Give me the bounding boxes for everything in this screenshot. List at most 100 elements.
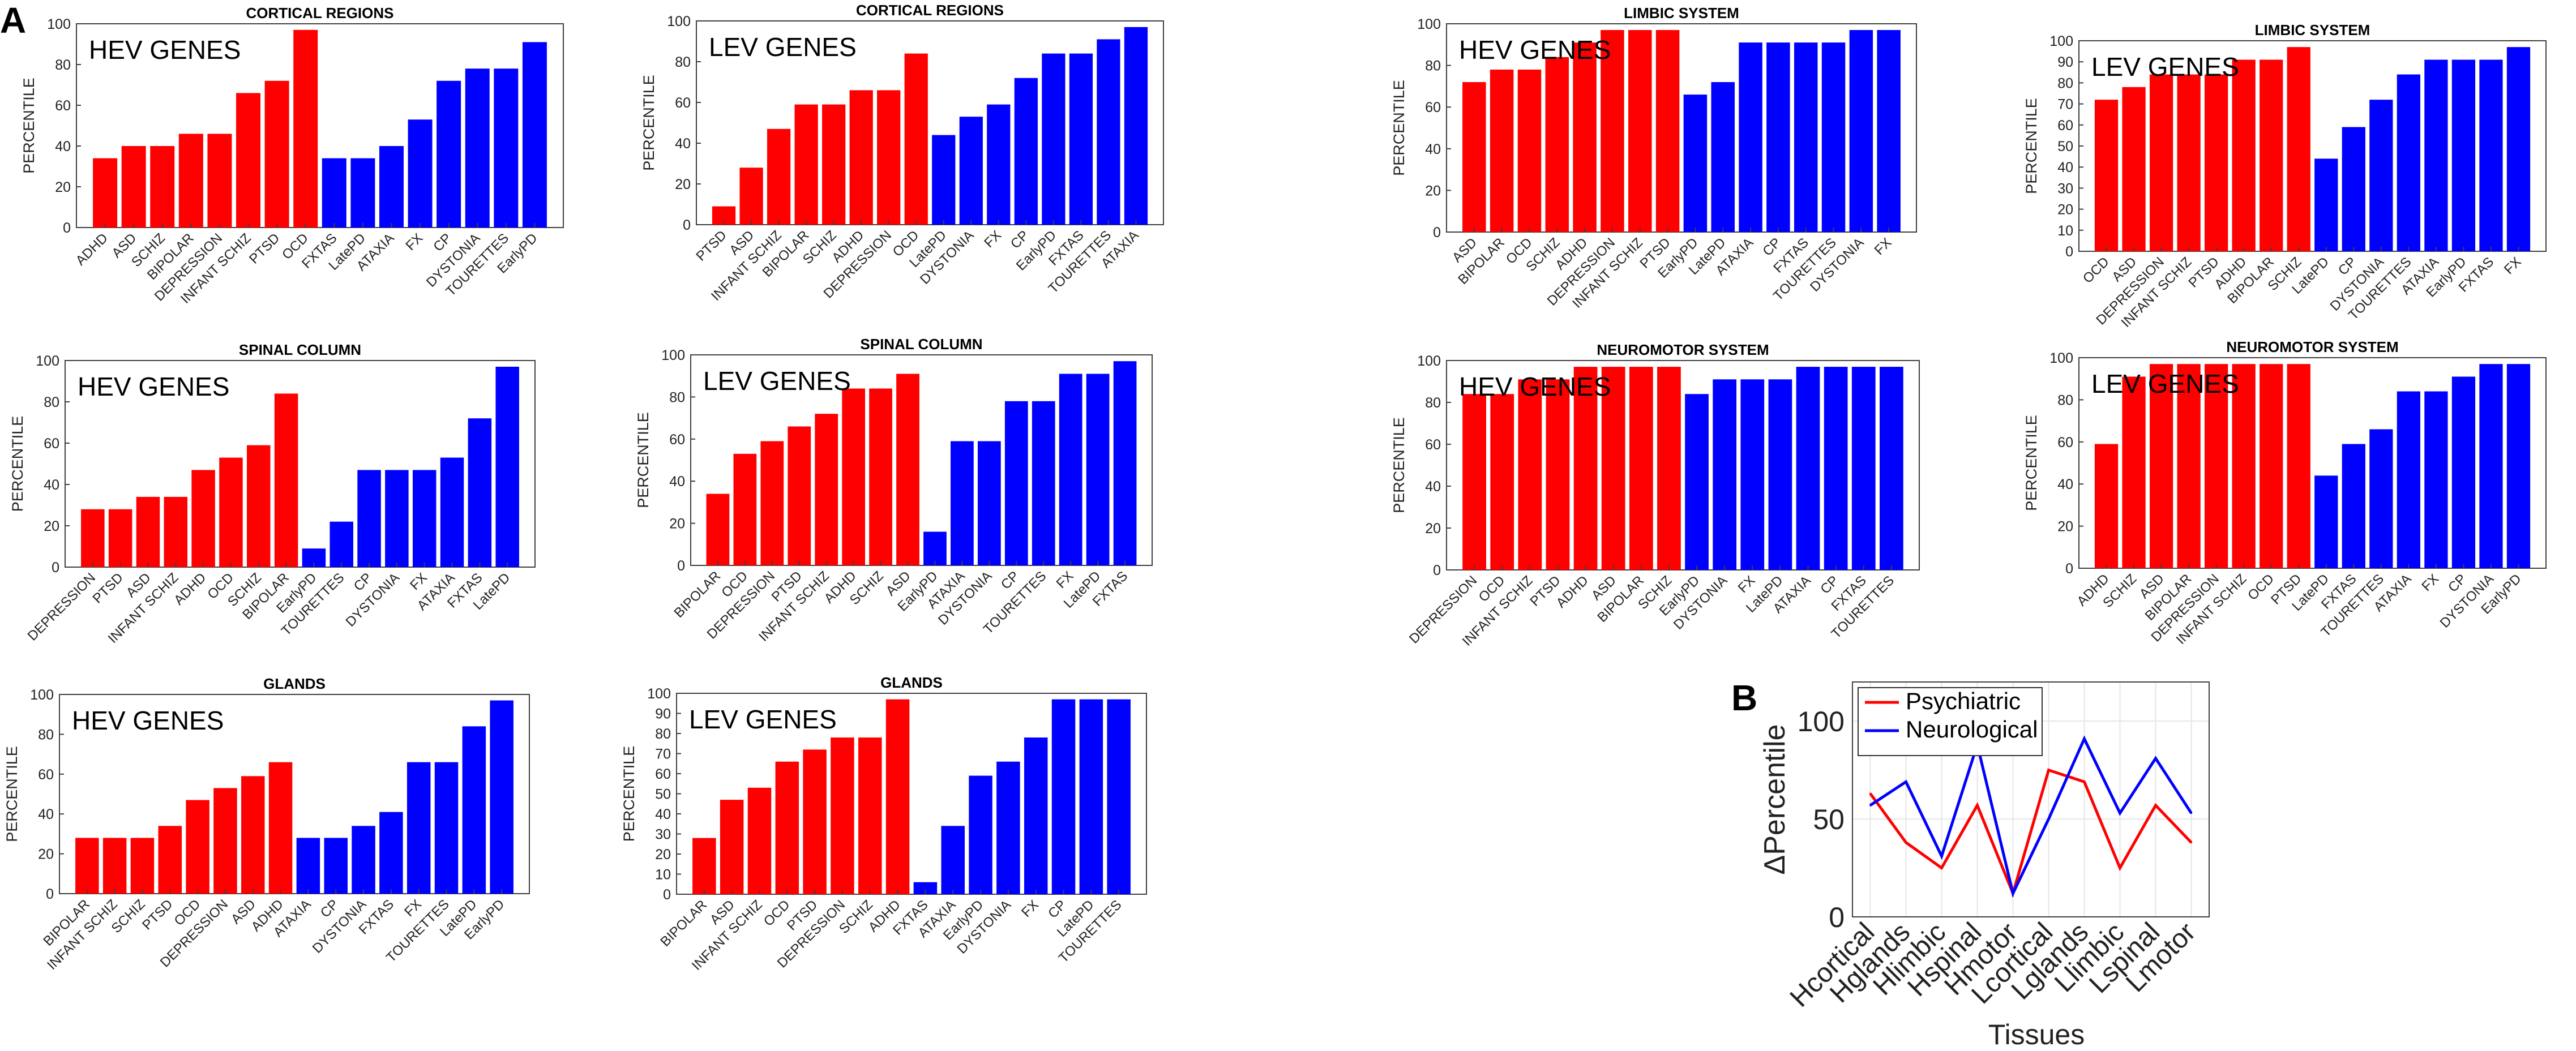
bar-psychiatric	[207, 134, 232, 228]
panel-a-label: A	[0, 0, 26, 41]
y-tick-label: 0	[677, 558, 685, 574]
series-line-psychiatric	[1869, 768, 2193, 898]
y-axis-label: PERCENTILE	[3, 746, 20, 842]
y-tick-label: 100	[1417, 353, 1441, 369]
bar-psychiatric	[213, 788, 237, 894]
y-tick-label: 60	[669, 432, 685, 448]
bar-chart-7: NEUROMOTOR SYSTEM020406080100PERCENTILEA…	[2023, 338, 2547, 647]
bar-psychiatric	[2094, 100, 2119, 251]
bar-neurological	[322, 158, 346, 228]
bar-neurological	[1124, 27, 1148, 225]
bar-psychiatric	[130, 838, 155, 894]
x-tick-label: FX	[1019, 897, 1042, 920]
bar-neurological	[1014, 78, 1038, 225]
bar-psychiatric	[831, 737, 854, 894]
bar-neurological	[2479, 364, 2503, 568]
bar-psychiatric	[858, 737, 882, 894]
data-point	[1869, 792, 1871, 795]
y-tick-label: 20	[38, 847, 54, 863]
x-axis-label: Tissues	[1988, 1019, 2085, 1050]
data-point	[2119, 812, 2121, 814]
bar-psychiatric	[1490, 69, 1514, 233]
bar-psychiatric	[1601, 30, 1624, 232]
bar-psychiatric	[747, 787, 772, 894]
y-tick-label: 0	[1433, 563, 1441, 578]
legend-label: Neurological	[1906, 716, 2038, 743]
bar-psychiatric	[1545, 57, 1569, 232]
y-tick-label: 0	[63, 220, 71, 236]
y-tick-label: 20	[2057, 519, 2073, 535]
y-tick-label: 80	[655, 726, 671, 742]
y-tick-label: 20	[655, 847, 671, 863]
bar-neurological	[2314, 158, 2338, 251]
y-tick-label: 40	[675, 136, 691, 152]
gene-set-annotation: LEV GENES	[2091, 369, 2239, 398]
bar-chart-1: CORTICAL REGIONS 0 20 40 60 80 100 PERCENTILE PT…	[640, 2, 1164, 304]
bar-psychiatric	[815, 414, 838, 565]
bar-psychiatric	[2149, 364, 2173, 568]
bar-neurological	[406, 762, 431, 894]
bar-neurological	[2424, 59, 2448, 251]
bar-psychiatric	[1628, 30, 1652, 232]
y-tick-label: 40	[55, 139, 71, 155]
bar-neurological	[330, 521, 353, 567]
bar-psychiatric	[164, 496, 188, 567]
y-tick-label: 60	[675, 95, 691, 111]
bar-psychiatric	[1518, 379, 1542, 570]
bar-psychiatric	[186, 800, 209, 894]
x-tick-label: PTSD	[90, 570, 126, 606]
bar-neurological	[2424, 391, 2448, 568]
bar-neurological	[1107, 699, 1131, 894]
data-point	[2012, 893, 2014, 894]
x-tick-label: FX	[2501, 254, 2524, 277]
bar-neurological	[1042, 53, 1066, 225]
bar-neurological	[385, 470, 409, 567]
y-tick-label: 0	[1829, 902, 1845, 933]
legend-label: Psychiatric	[1906, 688, 2021, 714]
bar-chart-9: GLANDS 0 10 20 30 40 50 60 70 80 90 100 PERCENTILE BI…	[621, 674, 1147, 973]
bar-psychiatric	[1573, 42, 1597, 233]
x-tick-label: FX	[981, 228, 1004, 251]
y-tick-label: 40	[655, 807, 671, 822]
bar-neurological	[379, 812, 403, 894]
plot-frame	[1446, 360, 1920, 570]
bar-neurological	[1097, 39, 1120, 225]
y-axis-label: PERCENTILE	[1390, 80, 1407, 176]
y-tick-label: 100	[661, 348, 685, 363]
y-tick-label: 0	[46, 886, 54, 902]
y-tick-label: 40	[44, 477, 59, 493]
x-tick-label: OCD	[2080, 254, 2112, 286]
bar-neurological	[324, 838, 348, 894]
bar-neurological	[462, 726, 486, 894]
x-tick-label: BIPOLAR	[671, 568, 724, 621]
bar-neurological	[1685, 394, 1709, 570]
y-tick-label: 100	[1798, 706, 1845, 737]
x-tick-label: ADHD	[1554, 573, 1591, 611]
bar-neurological	[440, 457, 464, 567]
bar-neurological	[357, 470, 381, 567]
data-point	[1976, 804, 1978, 807]
y-tick-label: 40	[38, 807, 54, 822]
bar-psychiatric	[2149, 74, 2173, 251]
y-tick-label: 30	[655, 827, 671, 843]
gene-set-annotation: HEV GENES	[89, 35, 241, 65]
bar-neurological	[1739, 42, 1762, 233]
bar-psychiatric	[739, 168, 763, 225]
bar-neurological	[465, 68, 490, 228]
y-tick-label: 0	[683, 217, 691, 233]
bar-psychiatric	[849, 90, 873, 225]
bar-neurological	[1086, 374, 1110, 565]
y-tick-label: 100	[1417, 16, 1441, 32]
data-point	[2048, 818, 2049, 820]
bar-chart-6: NEUROMOTOR SYSTEM020406080100PERCENTILED…	[1390, 341, 1920, 649]
bar-neurological	[379, 146, 404, 228]
bar-neurological	[969, 775, 992, 894]
bar-neurological	[1711, 82, 1735, 233]
bar-neurological	[1821, 42, 1846, 233]
bar-neurological	[2314, 475, 2338, 568]
bar-psychiatric	[1546, 379, 1570, 570]
plot-frame	[1446, 23, 1917, 233]
bar-neurological	[996, 761, 1020, 894]
bar-neurological	[1713, 379, 1737, 570]
data-point	[2119, 867, 2121, 869]
